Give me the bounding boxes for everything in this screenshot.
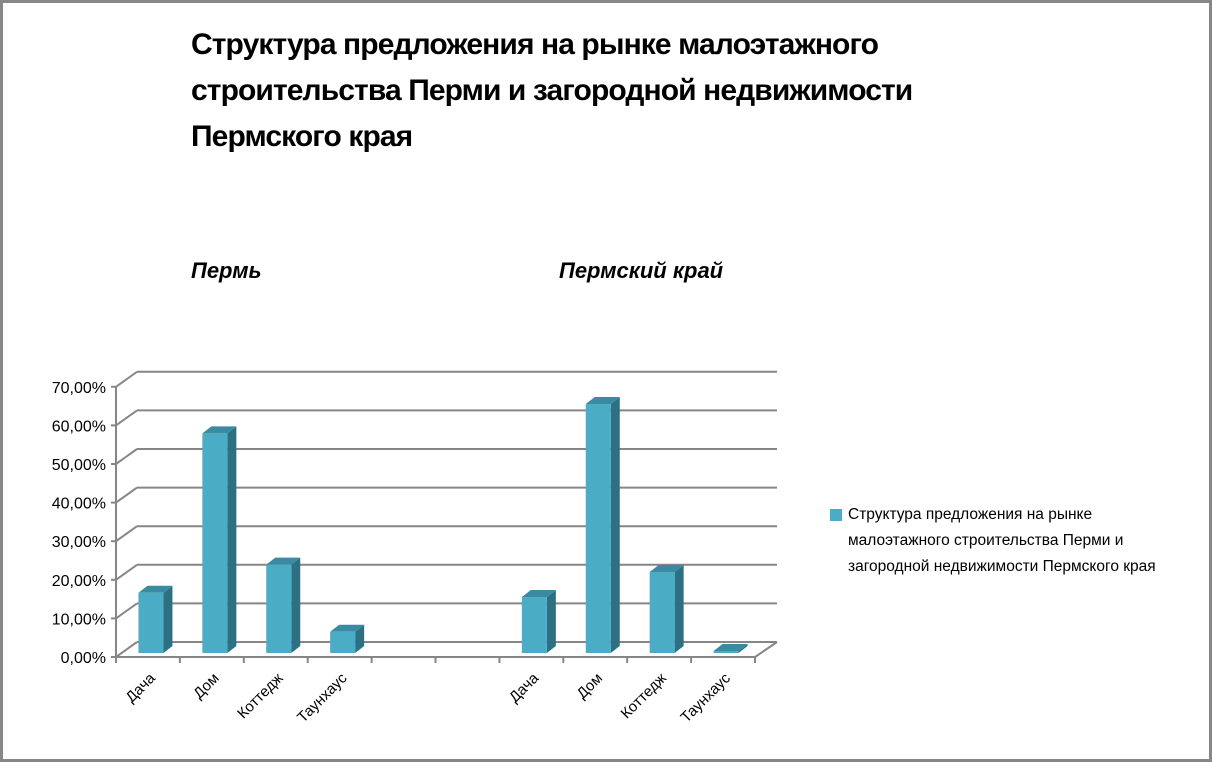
subtitle-perm: Пермь (191, 258, 262, 283)
y-tick-label: 60,00% (52, 418, 106, 435)
legend-label: Структура предложения на рынке малоэтажн… (848, 506, 1156, 575)
x-axis-label: Дача (122, 669, 159, 706)
y-tick-label: 70,00% (52, 380, 106, 397)
gridlines: 0,00% 10,00% 20,00% 30,00% 40,00% 50,00% 60,00… (52, 370, 778, 726)
x-axis-label: Таунхаус (294, 669, 351, 726)
bar (202, 426, 237, 653)
x-axis-label: Коттедж (234, 670, 286, 722)
x-axis-label: Коттедж (618, 670, 670, 722)
y-tick-label: 50,00% (52, 457, 106, 474)
y-tick-label: 40,00% (52, 496, 106, 513)
bar (330, 624, 365, 653)
bar (266, 557, 301, 653)
bar (138, 585, 173, 653)
bar (521, 590, 556, 653)
legend-swatch (830, 509, 842, 521)
y-tick-label: 10,00% (52, 611, 106, 628)
bars (138, 397, 748, 653)
y-tick-label: 30,00% (52, 534, 106, 551)
bar (713, 644, 748, 653)
bar (649, 564, 684, 653)
chart-title: Структура предложения на рынке малоэтажн… (191, 28, 913, 153)
subtitle-perm-krai: Пермский край (559, 258, 724, 283)
x-axis-label: Таунхаус (677, 669, 734, 726)
bar (585, 397, 620, 653)
x-axis-label: Дача (506, 669, 543, 706)
y-tick-label: 20,00% (52, 573, 106, 590)
y-tick-label: 0,00% (61, 650, 106, 667)
x-axis-label: Дом (190, 670, 223, 703)
x-axis-label: Дом (574, 670, 607, 703)
